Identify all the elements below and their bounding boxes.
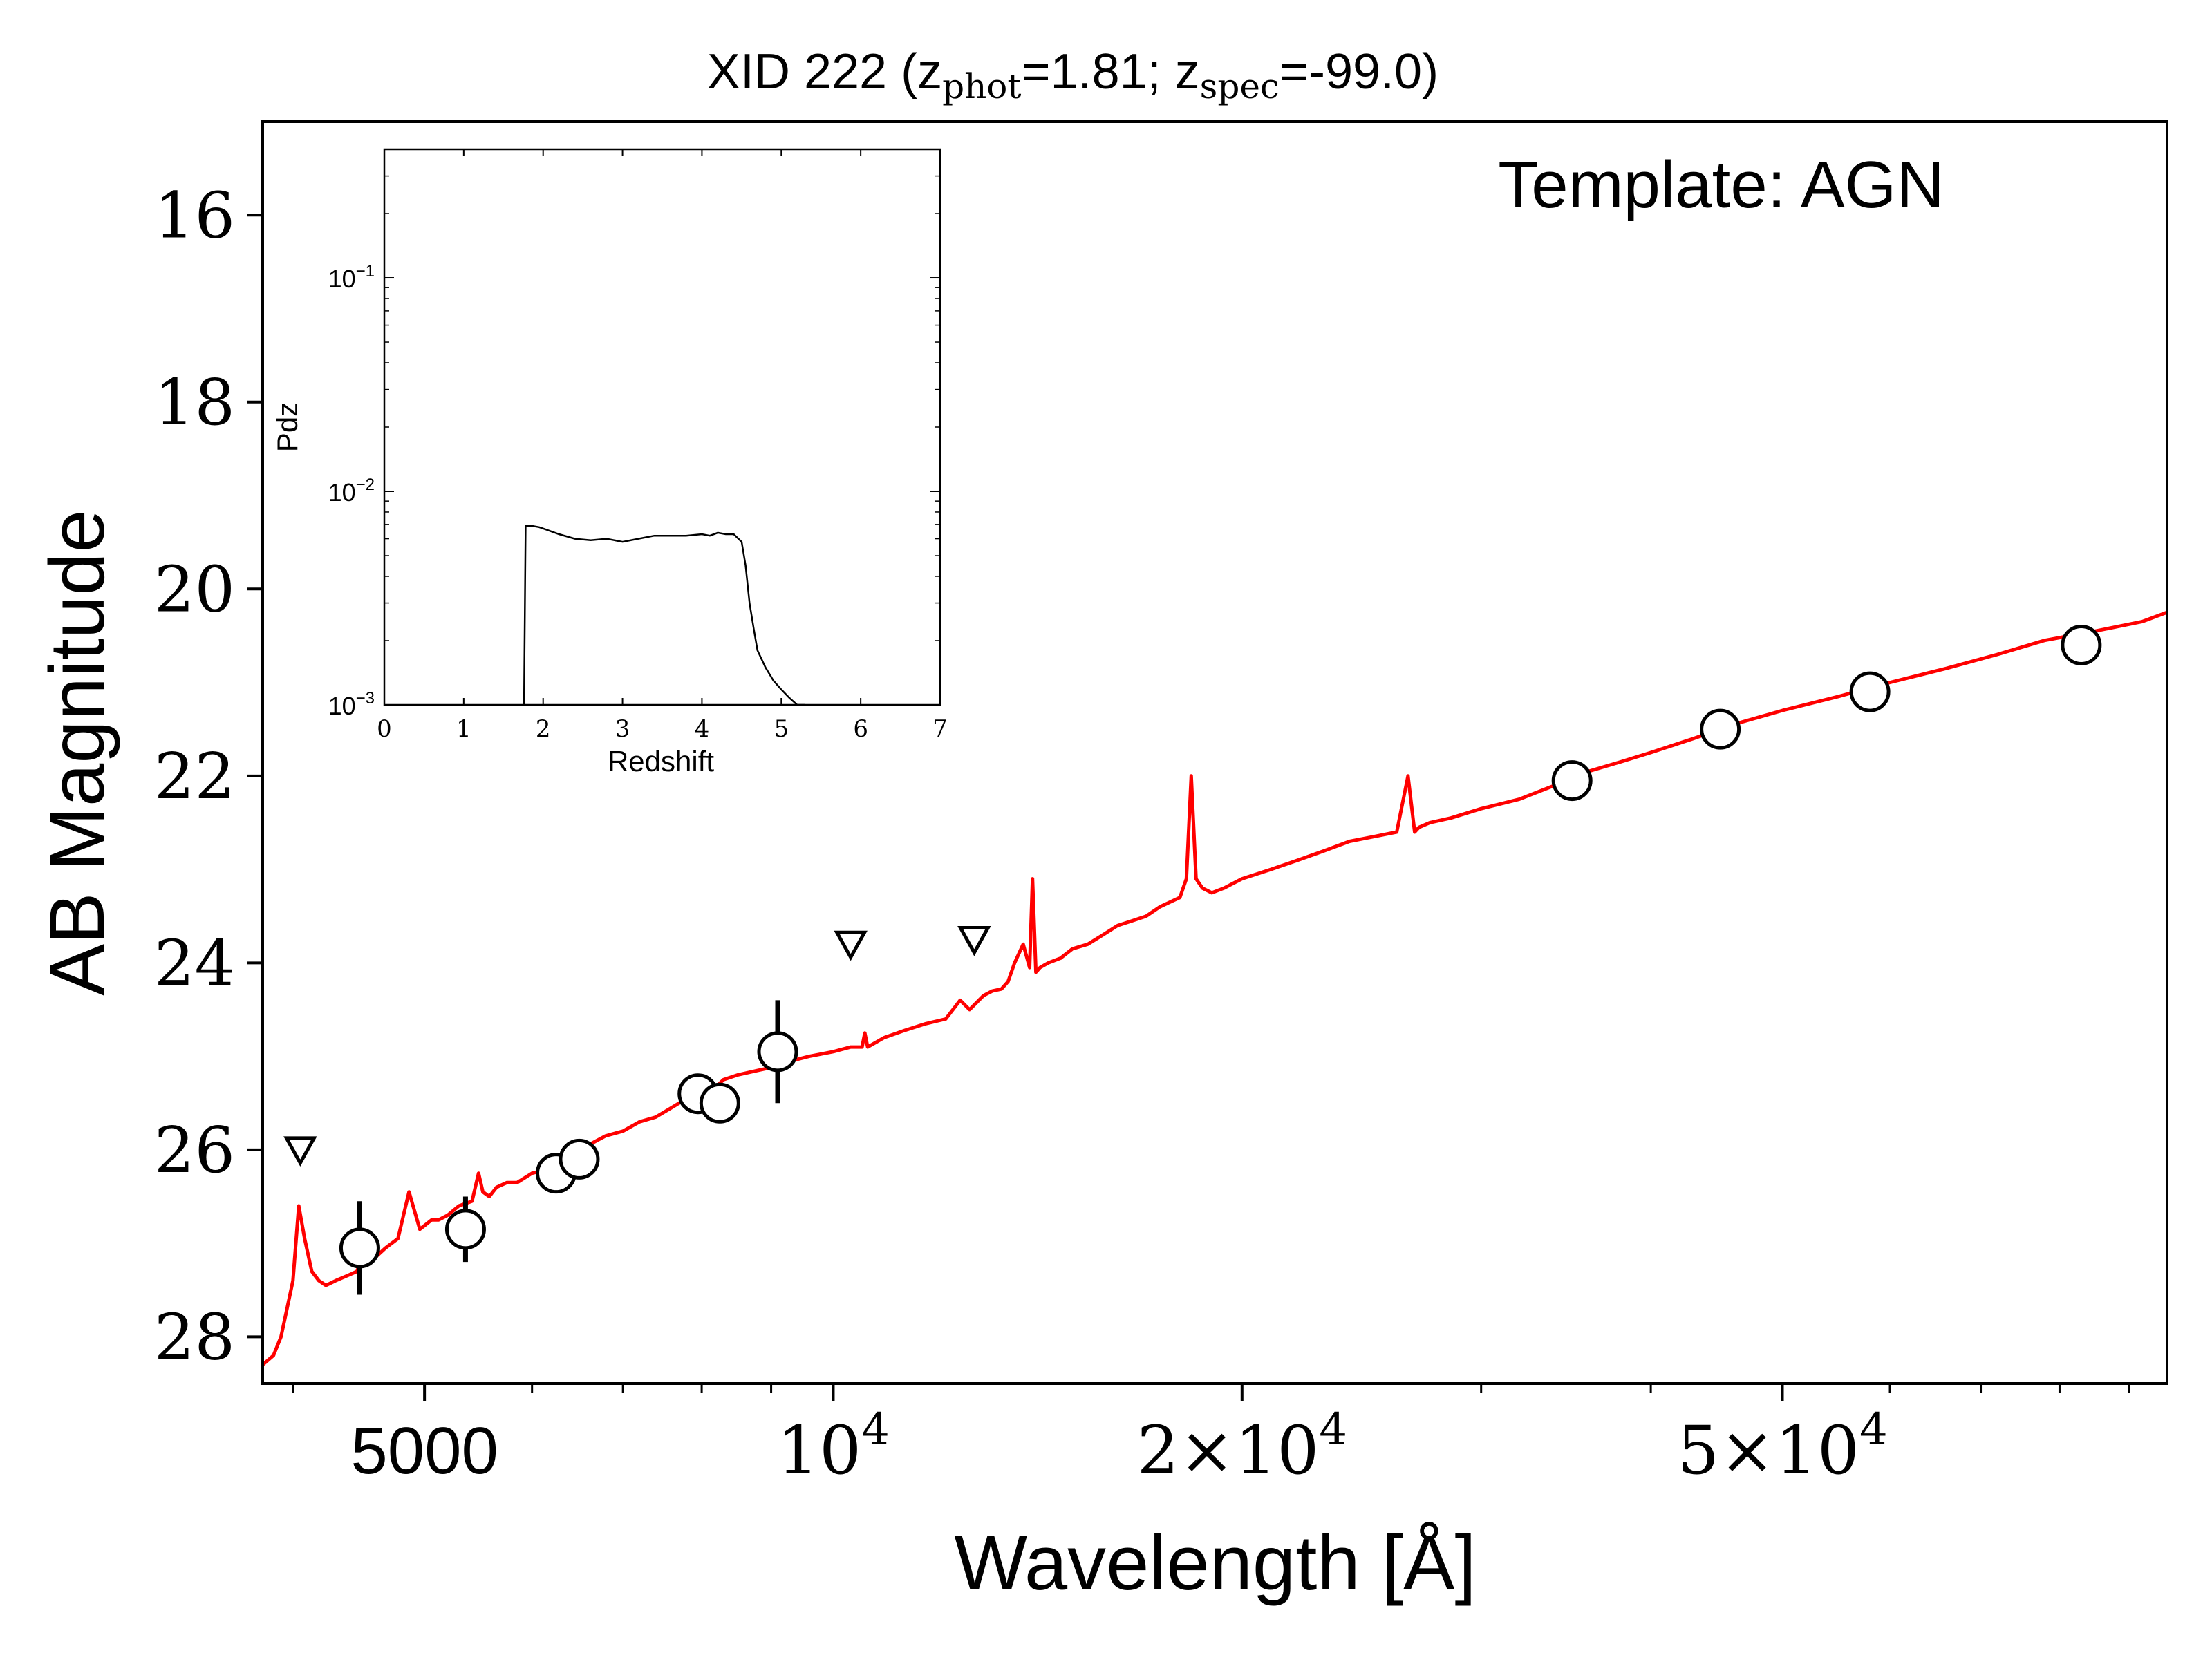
- inset-x-tick-label: 2: [536, 715, 551, 743]
- photometry-point: [559, 1138, 600, 1180]
- inset-x-tick-label: 7: [932, 715, 948, 743]
- photometry-point: [1551, 760, 1593, 802]
- inset-x-tick-label: 3: [615, 715, 630, 743]
- y-tick-label: 24: [154, 926, 235, 1000]
- photometry-point: [757, 1031, 798, 1073]
- inset-y-tick-label: 10−2: [328, 475, 375, 507]
- template-annotation: Template: AGN: [1498, 148, 1944, 222]
- y-tick-label: 20: [154, 552, 235, 626]
- inset-x-label: Redshift: [608, 745, 714, 777]
- y-tick-label: 18: [154, 366, 235, 440]
- x-axis-label: Wavelength [Å]: [954, 1520, 1476, 1606]
- inset-background: [383, 148, 941, 706]
- photometry-point: [2061, 624, 2102, 665]
- y-tick-label: 28: [154, 1300, 235, 1374]
- x-tick-label: 2×104: [1137, 1404, 1347, 1489]
- pdz-curve: [523, 525, 805, 706]
- upper-limit-marker: [957, 926, 991, 956]
- photometry-point: [1849, 671, 1891, 712]
- upper-limit-marker: [834, 930, 868, 961]
- x-tick-label: 104: [777, 1404, 890, 1489]
- y-tick-label: 26: [154, 1113, 235, 1187]
- photometry-point: [699, 1082, 740, 1124]
- inset-x-tick-label: 1: [456, 715, 471, 743]
- plot-frame: [261, 120, 2168, 1385]
- x-tick-label: 5×104: [1677, 1404, 1887, 1489]
- photometry-point: [339, 1227, 380, 1269]
- y-axis-label: AB Magnitude: [34, 509, 120, 996]
- inset-x-tick-label: 5: [774, 715, 789, 743]
- chart-title: XID 222 (zphot=1.81; zspec=-99.0): [707, 44, 1438, 106]
- photometry-point: [1700, 708, 1741, 750]
- y-tick-label: 22: [154, 739, 235, 813]
- upper-limit-marker: [283, 1136, 317, 1167]
- photometry-point: [444, 1209, 486, 1250]
- y-tick-label: 16: [154, 178, 235, 252]
- inset-y-tick-label: 10−1: [328, 262, 375, 293]
- x-tick-label: 5000: [350, 1414, 498, 1488]
- inset-y-tick-label: 10−3: [328, 689, 375, 720]
- inset-x-tick-label: 0: [377, 715, 392, 743]
- inset-x-tick-label: 4: [695, 715, 710, 743]
- inset-x-tick-label: 6: [853, 715, 868, 743]
- model-spectrum-line: [261, 610, 2168, 1366]
- inset-y-label: Pdz: [271, 402, 303, 452]
